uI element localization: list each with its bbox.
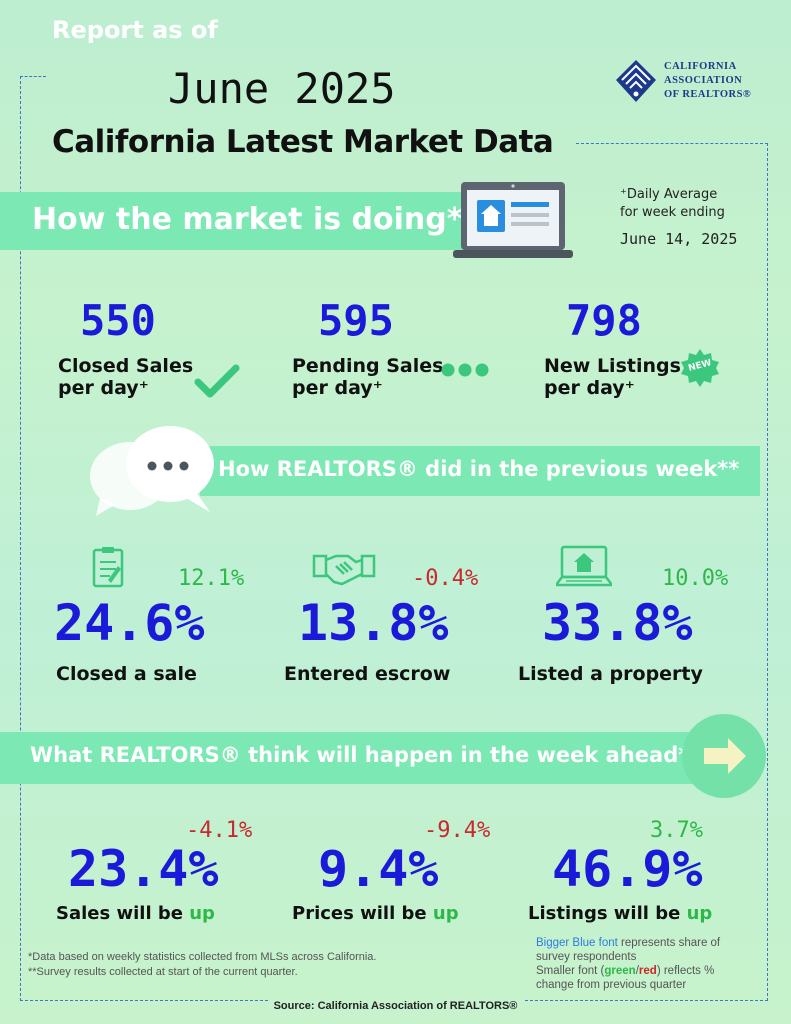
sales-up-change: -4.1% [186,818,253,843]
pending-sales-value: 595 [318,296,394,345]
legend-green: green [604,965,636,977]
new-listings-value: 798 [566,296,642,345]
checkmark-icon [194,364,240,398]
entered-escrow-change: -0.4% [412,566,479,591]
page-title: California Latest Market Data [52,124,554,160]
closed-sales-value: 550 [80,296,156,345]
prices-up-label-up: up [432,903,459,924]
listings-up-label-up: up [686,903,713,924]
legend-line-3-suffix: ) reflects % [656,965,715,977]
legend-note: Bigger Blue font represents share of sur… [536,936,720,992]
listed-property-label: Listed a property [518,663,703,685]
legend-blue: Bigger Blue font [536,937,618,949]
logo-line-3: OF REALTORS® [664,89,752,100]
report-as-of: Report as of [52,16,218,44]
closed-sales-label: Closed Sales per day⁺ [58,355,194,400]
source-text: Source: California Association of REALTO… [267,1000,524,1012]
legend-line-3: Smaller font (green/red) reflects % [536,964,720,978]
car-logo-icon [616,60,656,102]
footnotes: *Data based on weekly statistics collect… [28,950,376,980]
pending-sales-label: Pending Sales per day⁺ [292,355,444,400]
prices-up-value: 9.4% [318,840,439,898]
pending-sales-label-line2: per day⁺ [292,376,383,399]
closed-sale-label: Closed a sale [56,663,197,685]
legend-line-1-rest: represents share of [617,937,721,949]
listings-up-change: 3.7% [650,818,703,843]
closed-sale-change: 12.1% [178,566,245,591]
daily-note-line-1: ⁺Daily Average [620,187,718,202]
speech-bubbles-icon [90,426,214,516]
listings-up-label: Listings will be up [528,903,713,925]
report-date: June 2025 [168,64,396,113]
dashed-frame [20,76,769,1001]
prices-up-change: -9.4% [424,818,491,843]
week-ahead-banner: What REALTORS® think will happen in the … [0,732,730,784]
week-ending-date: June 14, 2025 [620,230,738,248]
dashed-frame-top-right [576,143,768,144]
listings-up-label-prefix: Listings will be [528,903,687,924]
new-listings-label: New Listings per day⁺ [544,355,681,400]
closed-sales-label-line1: Closed Sales [58,355,194,377]
handshake-icon [312,554,376,586]
daily-average-note: ⁺Daily Average for week ending [620,186,725,222]
footnote-1: *Data based on weekly statistics collect… [28,951,377,963]
previous-week-banner: How REALTORS® did in the previous week** [200,446,760,496]
legend-slash: / [635,965,639,977]
prices-up-label: Prices will be up [292,903,459,925]
car-logo: CALIFORNIA ASSOCIATION OF REALTORS® [614,58,774,108]
laptop-listing-icon [453,182,573,258]
arrow-right-icon [682,714,766,798]
sales-up-label: Sales will be up [56,903,215,925]
laptop-house-icon [556,545,612,587]
previous-week-banner-text: How REALTORS® did in the previous week** [218,457,740,481]
clipboard-icon [92,547,124,588]
logo-line-1: CALIFORNIA [664,61,737,72]
entered-escrow-label: Entered escrow [284,663,451,685]
new-badge-icon: NEW [680,348,720,388]
sales-up-label-prefix: Sales will be [56,903,190,924]
closed-sales-label-line2: per day⁺ [58,376,149,399]
listed-property-change: 10.0% [662,566,729,591]
legend-line-3-prefix: Smaller font ( [536,965,605,977]
legend-line-4: change from previous quarter [536,979,687,991]
new-listings-label-line1: New Listings [544,355,681,377]
dots-icon [441,363,489,377]
legend-line-1: Bigger Blue font represents share of [536,936,720,950]
listings-up-value: 46.9% [552,840,703,898]
closed-sale-value: 24.6% [54,594,205,652]
prices-up-label-prefix: Prices will be [292,903,433,924]
pending-sales-label-line1: Pending Sales [292,355,444,377]
dashed-frame-top-left [20,76,46,77]
listed-property-value: 33.8% [542,594,693,652]
market-banner: How the market is doing* [0,192,470,250]
sales-up-label-up: up [189,903,215,924]
new-listings-label-line2: per day⁺ [544,376,635,399]
week-ahead-banner-text: What REALTORS® think will happen in the … [30,743,701,767]
dashed-frame-right [767,143,768,1001]
source-line: Source: California Association of REALTO… [0,994,791,1013]
daily-note-line-2: for week ending [620,205,725,220]
legend-red: red [638,965,657,977]
entered-escrow-value: 13.8% [298,594,449,652]
sales-up-value: 23.4% [68,840,219,898]
legend-line-2: survey respondents [536,951,637,963]
footnote-2: **Survey results collected at start of t… [28,966,298,978]
logo-line-2: ASSOCIATION [664,75,743,86]
market-banner-text: How the market is doing* [32,202,463,237]
